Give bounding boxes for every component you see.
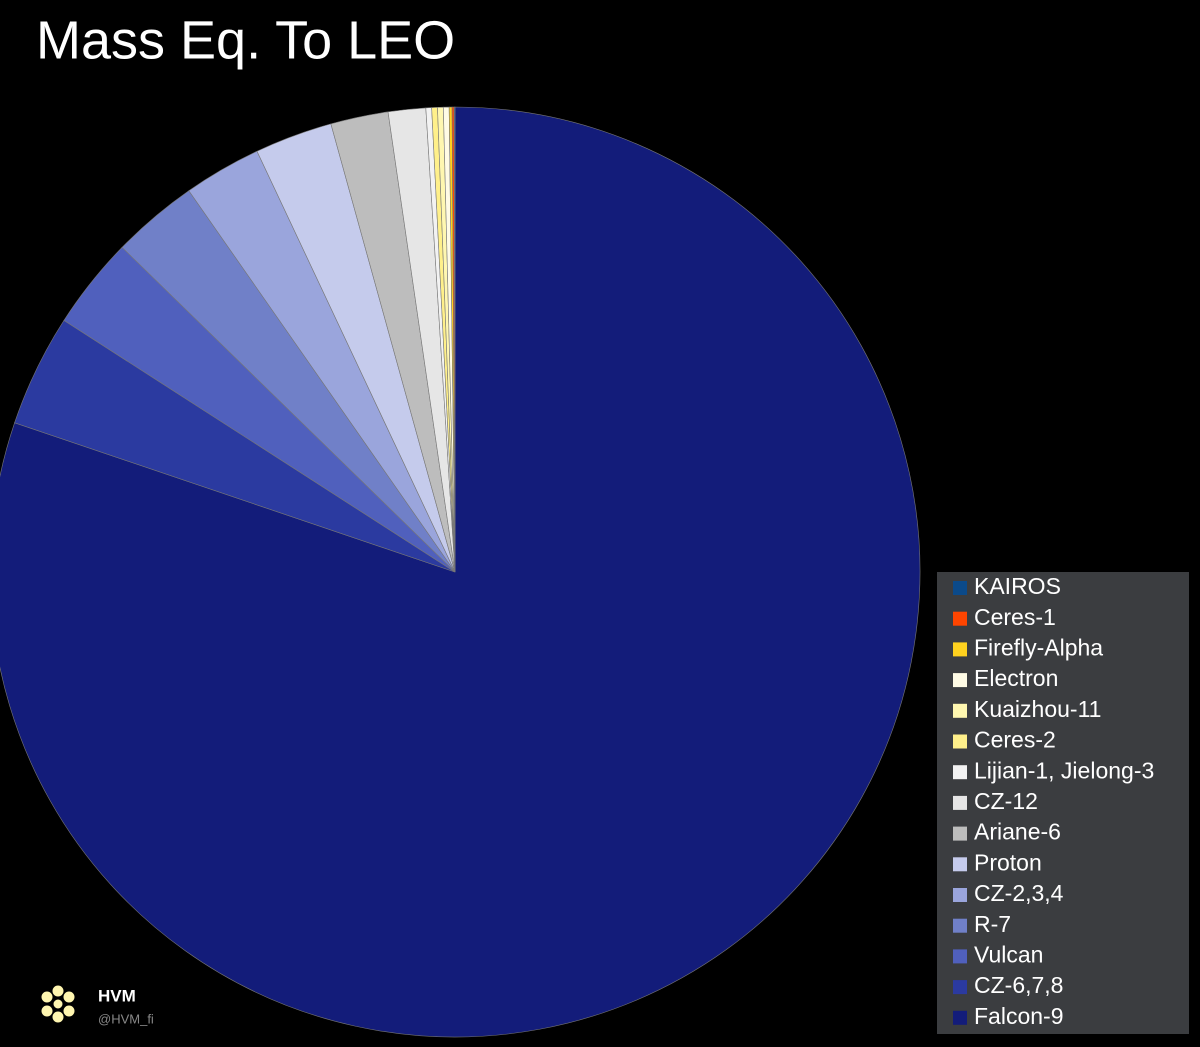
legend-swatch [953,703,967,718]
legend-label: Firefly-Alpha [974,634,1103,660]
legend-swatch [953,949,967,964]
legend-label: Ceres-2 [974,727,1056,753]
legend: KAIROS Ceres-1 Firefly-Alpha Electron Kuaizh… [953,573,1154,1029]
legend-swatch [953,734,967,749]
legend-label: Ariane-6 [974,819,1061,845]
legend-label: CZ-12 [974,788,1038,814]
legend-swatch [953,1010,967,1025]
legend-swatch [953,918,967,933]
watermark-name: HVM [98,986,136,1005]
legend-swatch [953,857,967,872]
legend-swatch [953,581,967,595]
logo [40,984,76,1024]
pie-slice [0,106,921,1038]
legend-swatch [953,611,967,626]
legend-label: R-7 [974,911,1011,937]
legend-swatch [953,642,967,657]
legend-swatch [953,795,967,810]
legend-label: Falcon-9 [974,1003,1063,1029]
chart-title: Mass Eq. To LEO [36,10,455,70]
legend-swatch [953,826,967,841]
legend-label: KAIROS [974,573,1061,599]
legend-label: CZ-2,3,4 [974,880,1064,906]
pie-slice [453,106,456,573]
legend-label: Electron [974,665,1058,691]
legend-label: Kuaizhou-11 [974,696,1101,722]
legend-label: Ceres-1 [974,604,1056,630]
legend-swatch [953,980,967,995]
legend-label: CZ-6,7,8 [974,972,1063,998]
legend-box [937,572,1189,1034]
legend-label: Proton [974,849,1042,875]
pie [0,106,921,1038]
legend-swatch [953,765,967,780]
legend-label: Lijian-1, Jielong-3 [974,757,1154,783]
legend-swatch [953,673,967,688]
legend-swatch [953,888,967,902]
legend-label: Vulcan [974,941,1043,967]
watermark-handle: @HVM_fi [98,1011,154,1026]
